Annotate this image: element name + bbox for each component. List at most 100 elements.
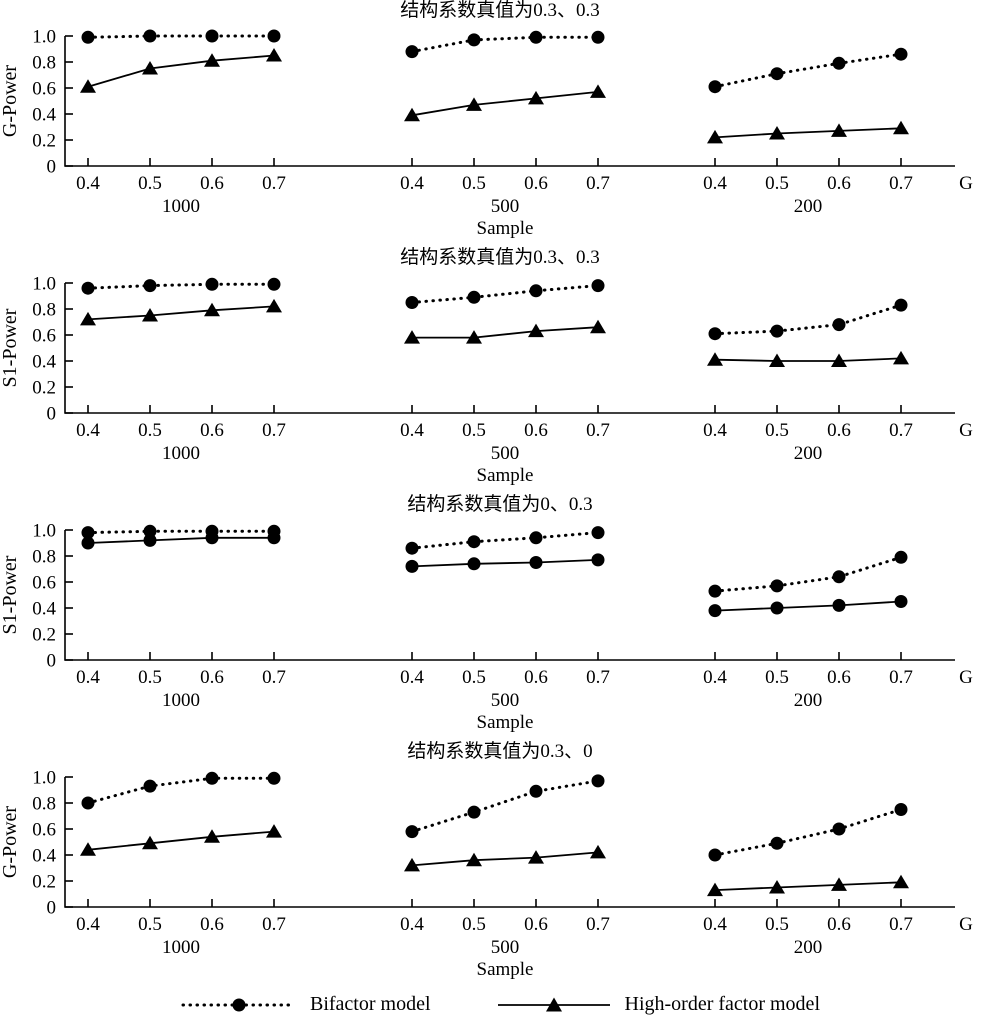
high-order-model-point [707,352,723,366]
high-order-model-line [411,91,599,117]
high-order-model-point [80,842,96,856]
x-tick-label: 0.4 [400,173,424,194]
high-order-model-point [769,126,785,140]
bifactor-model-point [529,784,543,798]
x-axis-end-label: G [959,914,973,935]
high-order-model-point [404,857,420,872]
high-order-model-point [590,319,606,334]
legend-label: Bifactor model [309,993,431,1015]
bifactor-model-point [143,279,157,293]
bifactor-model-point [467,535,481,549]
x-tick-label: 0.6 [524,914,548,935]
bifactor-model-point [143,524,157,538]
bifactor-model-point [81,281,95,295]
y-tick-label: 0.8 [32,300,56,321]
x-axis-end-label: G [959,173,973,194]
y-tick-label: 0 [47,404,57,425]
y-tick-label: 1.0 [32,274,56,295]
bifactor-model-point [894,47,908,61]
high-order-model-point [528,850,544,864]
bifactor-model-point [832,822,846,836]
panel-title: 结构系数真值为0.3、0.3 [400,247,600,268]
bifactor-model-point [205,771,219,785]
high-order-model-line [714,127,902,139]
y-tick-label: 0.4 [32,352,56,373]
bifactor-model-point [405,541,419,555]
x-tick-label: 0.4 [703,667,727,688]
bifactor-model-line [410,35,600,54]
high-order-model-point [831,123,847,137]
y-axis-label: G-Power [0,806,21,879]
y-tick-label: 0.4 [32,599,56,620]
bifactor-model-line [410,284,600,304]
high-order-model-point [205,531,219,545]
x-tick-label: 0.5 [765,173,789,194]
bifactor-model-point [529,30,543,44]
high-order-model-line [714,881,902,891]
bifactor-model-line [86,34,276,39]
high-order-model-point [894,595,908,608]
bifactor-model-point [267,29,281,43]
bifactor-model-point [894,803,908,816]
bifactor-model-point [708,848,722,862]
bifactor-model-line [713,555,903,593]
high-order-model-line [714,357,902,362]
high-order-model-point [590,844,606,859]
high-order-model-point [529,556,543,569]
high-order-model-line [87,54,275,88]
y-axis-label: G-Power [0,65,21,138]
bifactor-model-line [410,531,600,550]
chart-panel-3: 结构系数真值为0、0.3 S1-Power 0 0.2 0.4 0.6 0.8 1.0 0.4 0… [0,494,973,733]
high-order-model-point [893,120,909,135]
x-tick-label: 0.7 [586,420,610,441]
y-tick-label: 0.6 [32,573,56,594]
y-axis-label: S1-Power [0,555,21,634]
x-tick-label: 0.6 [827,667,851,688]
x-tick-label: 0.4 [400,914,424,935]
x-tick-label: 0.5 [462,914,486,935]
high-order-model-point [769,880,785,894]
x-tick-label: 0.5 [138,667,162,688]
axes [64,530,955,661]
high-order-model-point [832,598,846,612]
high-order-model-line [714,600,902,612]
high-order-model-point [590,84,606,98]
x-tick-label: 0.5 [138,173,162,194]
high-order-model-point [142,308,158,322]
chart-panel-1: 结构系数真值为0.3、0.3 G-Power 0 0.2 0.4 0.6 0.8 1.0 0.4… [0,0,973,239]
x-tick-label: 0.7 [889,420,913,441]
bifactor-model-point [405,825,419,839]
y-tick-label: 0 [47,898,57,919]
bifactor-model-point [708,327,722,341]
group-label: 500 [491,196,520,217]
x-axis-label: Sample [477,959,534,980]
bifactor-model-line [713,52,903,89]
x-tick-label: 0.5 [462,420,486,441]
x-tick-label: 0.4 [76,667,100,688]
bifactor-model-point [770,67,784,81]
high-order-model-point [404,330,420,344]
x-tick-label: 0.7 [262,667,286,688]
high-order-model-point [769,353,785,367]
bifactor-model-point [832,570,846,584]
high-order-model-point [893,874,909,889]
high-order-model-point [831,353,847,367]
panel-title: 结构系数真值为0.3、0.3 [400,0,600,21]
bifactor-model-point [770,579,784,593]
bifactor-model-line [86,282,276,290]
x-tick-label: 0.5 [765,667,789,688]
group-label: 200 [794,937,823,958]
high-order-model-point [466,852,482,867]
bifactor-model-line [713,808,903,857]
high-order-model-point [80,79,96,93]
group-label: 500 [491,690,520,711]
x-tick-label: 0.5 [765,914,789,935]
bifactor-model-point [770,836,784,850]
x-tick-label: 0.4 [400,420,424,441]
x-tick-label: 0.6 [200,173,224,194]
high-order-model-point [204,53,220,67]
y-tick-label: 0.2 [32,872,56,893]
group-label: 1000 [162,937,200,958]
bifactor-model-point [591,526,605,540]
panel-title: 结构系数真值为0、0.3 [407,494,592,515]
